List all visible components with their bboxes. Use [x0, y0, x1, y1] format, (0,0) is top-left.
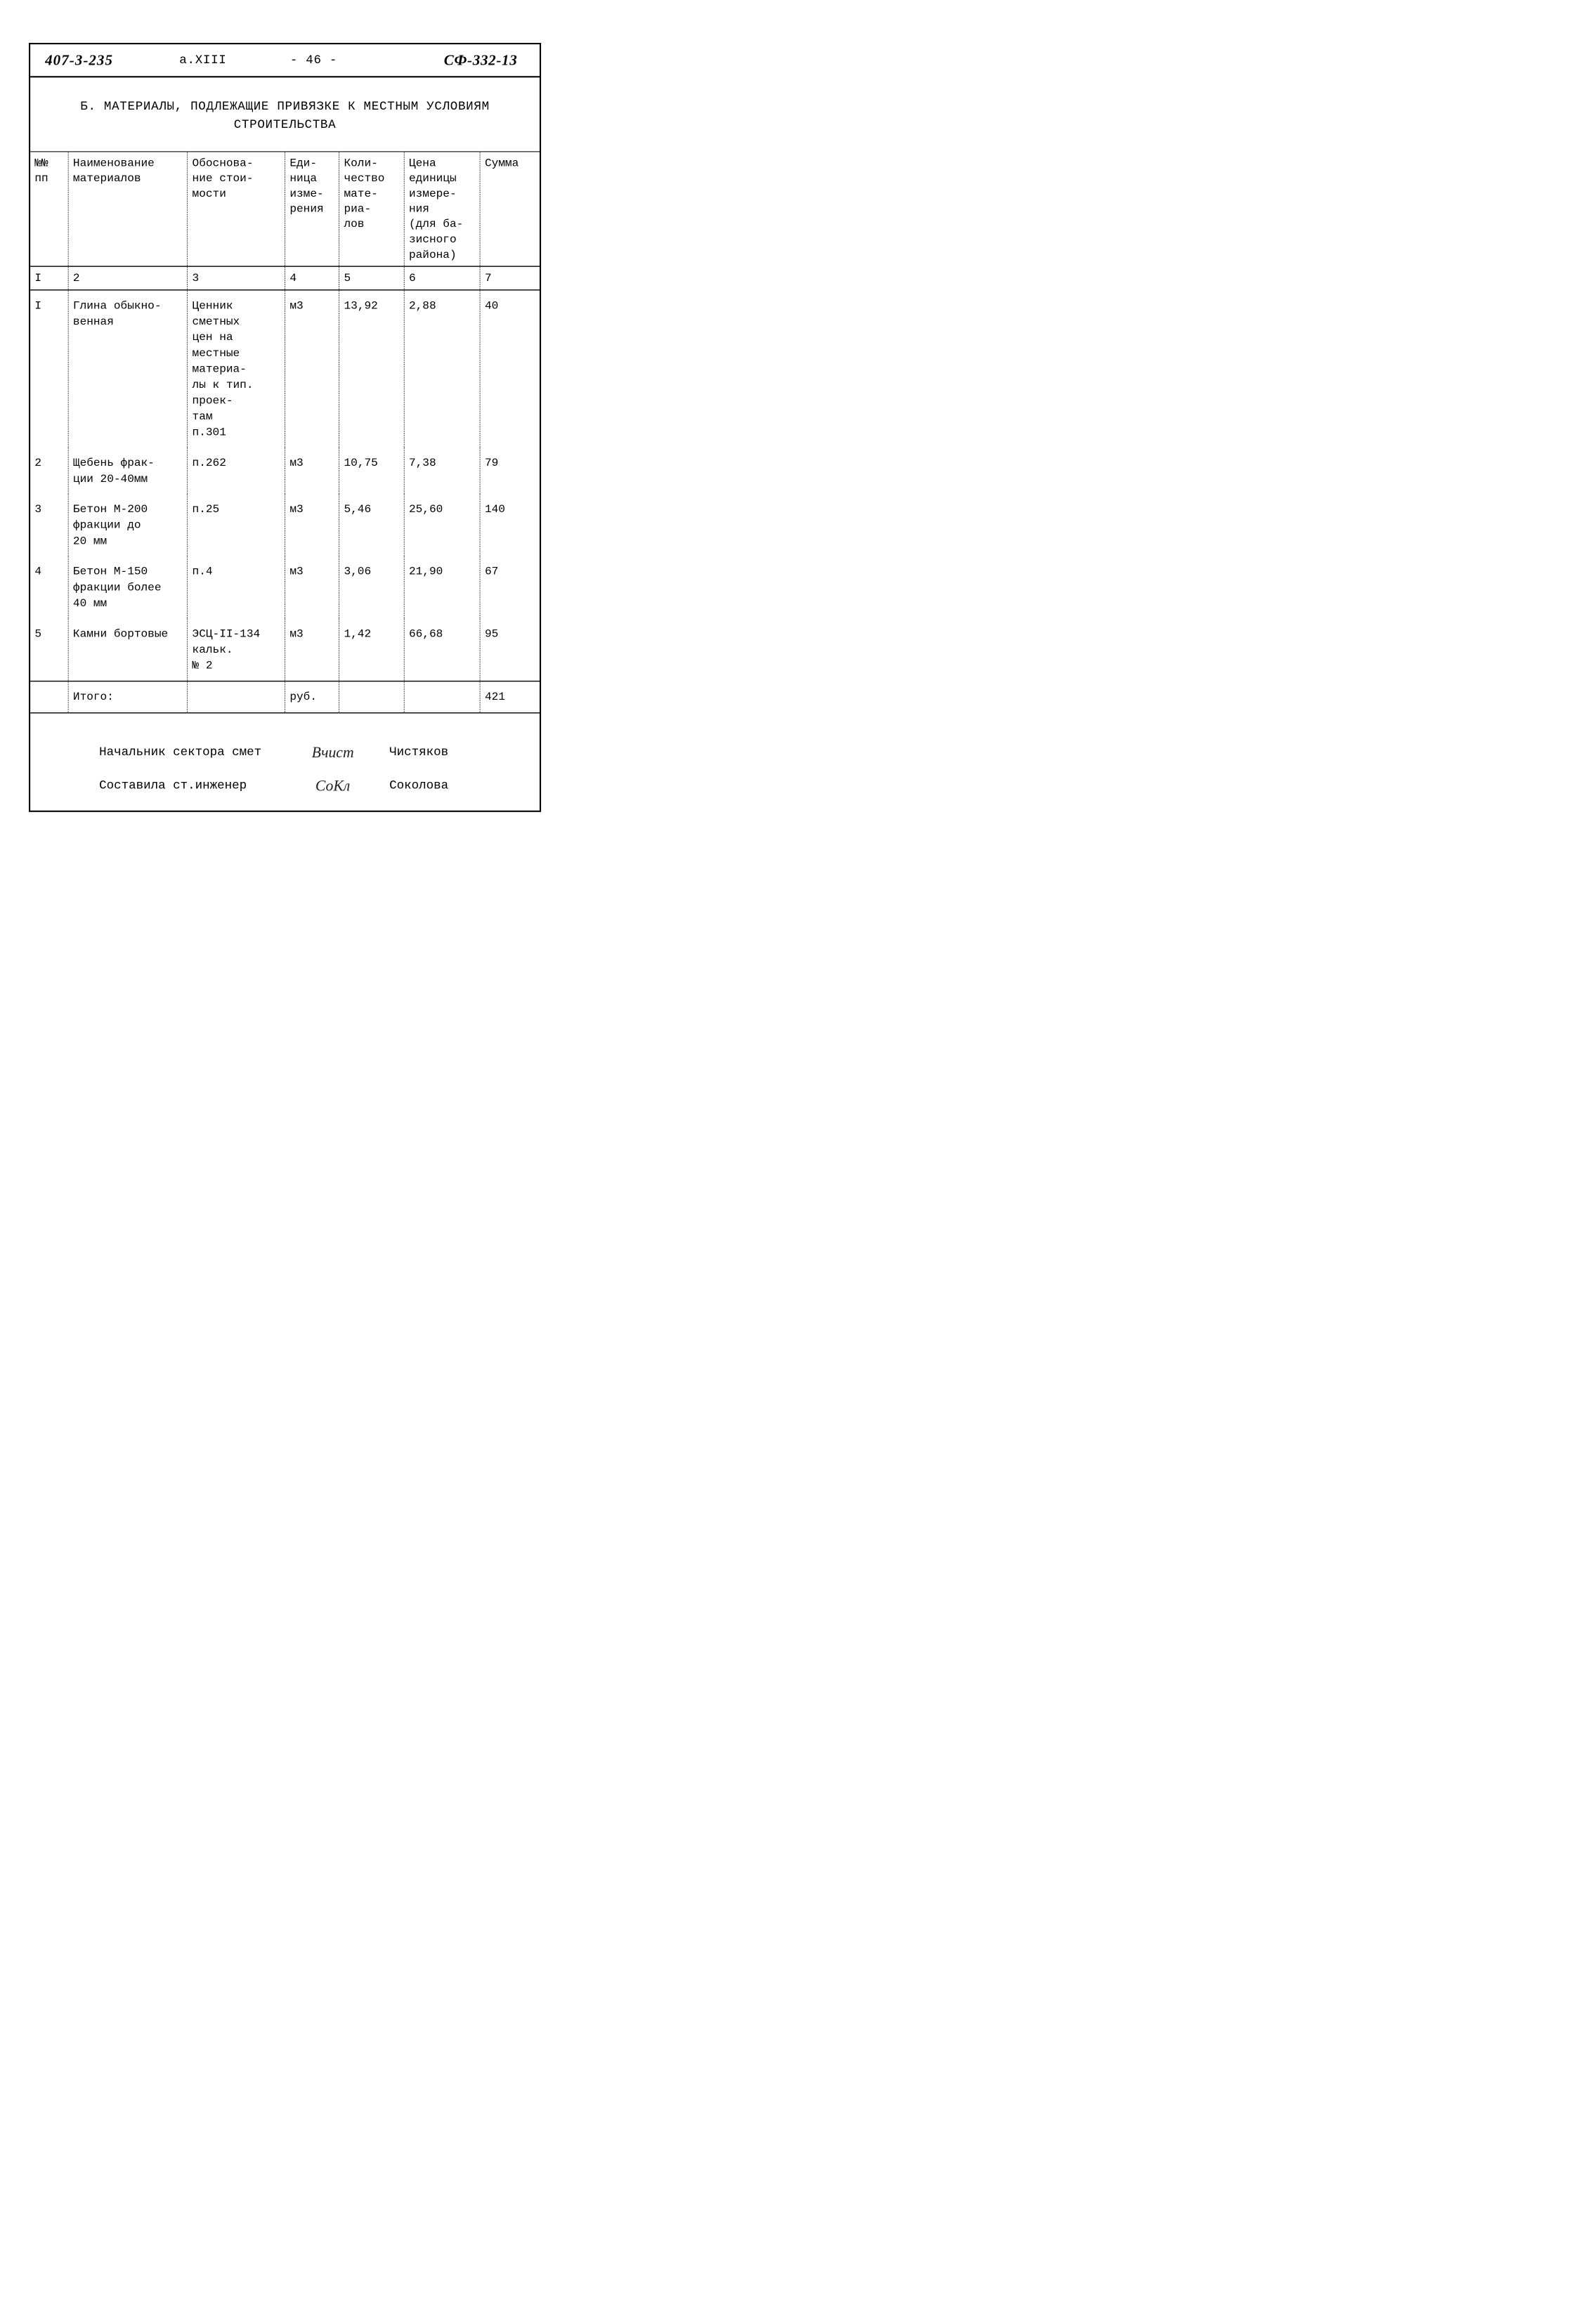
cell-price: 2,88 — [404, 290, 480, 448]
table-total-row: Итого: руб. 421 — [30, 681, 540, 713]
table-row: 5 Камни бортовые ЭСЦ-II-134 кальк. № 2 м… — [30, 618, 540, 681]
total-empty — [339, 681, 405, 713]
section-title: Б. МАТЕРИАЛЫ, ПОДЛЕЖАЩИЕ ПРИВЯЗКЕ К МЕСТ… — [30, 77, 540, 138]
table-colnum-row: I 2 3 4 5 6 7 — [30, 266, 540, 290]
col-header-num: №№ пп — [30, 152, 68, 266]
col-header-sum: Сумма — [480, 152, 540, 266]
table-header-row: №№ пп Наименование материалов Обоснова- … — [30, 152, 540, 266]
signature-name: Чистяков — [389, 739, 505, 766]
col-header-price: Цена единицы измере- ния (для ба- зисног… — [404, 152, 480, 266]
doc-number: 407-3-235 — [45, 52, 179, 69]
page: 407-3-235 а.XIII - 46 - СФ-332-13 Б. МАТ… — [14, 28, 556, 842]
cell-qty: 5,46 — [339, 494, 405, 556]
signature-role: Начальник сектора смет — [99, 739, 276, 766]
signature-role: Составила ст.инженер — [99, 772, 276, 799]
cell-unit: м3 — [285, 494, 339, 556]
cell-price: 7,38 — [404, 448, 480, 494]
cell-unit: м3 — [285, 290, 339, 448]
album-code: а.XIII — [179, 53, 266, 67]
colnum-6: 6 — [404, 266, 480, 290]
signature-line-engineer: Составила ст.инженер СоКл Соколова — [99, 769, 505, 803]
section-title-line1: Б. МАТЕРИАЛЫ, ПОДЛЕЖАЩИЕ ПРИВЯЗКЕ К МЕСТ… — [45, 97, 525, 115]
cell-num: 5 — [30, 618, 68, 681]
page-number: - 46 - — [266, 53, 362, 67]
cell-name: Бетон М-200 фракции до 20 мм — [68, 494, 188, 556]
doc-code: СФ-332-13 — [362, 52, 525, 69]
colnum-2: 2 — [68, 266, 188, 290]
signatures-block: Начальник сектора смет Вчист Чистяков Со… — [30, 713, 540, 812]
cell-unit: м3 — [285, 556, 339, 619]
total-unit: руб. — [285, 681, 339, 713]
cell-qty: 3,06 — [339, 556, 405, 619]
signature-name: Соколова — [389, 772, 505, 799]
colnum-4: 4 — [285, 266, 339, 290]
col-header-basis: Обоснова- ние стои- мости — [188, 152, 285, 266]
cell-sum: 95 — [480, 618, 540, 681]
cell-qty: 10,75 — [339, 448, 405, 494]
cell-name: Камни бортовые — [68, 618, 188, 681]
total-sum: 421 — [480, 681, 540, 713]
table-body: I Глина обыкно- венная Ценник сметных це… — [30, 290, 540, 713]
cell-num: I — [30, 290, 68, 448]
colnum-1: I — [30, 266, 68, 290]
total-empty — [404, 681, 480, 713]
colnum-5: 5 — [339, 266, 405, 290]
col-header-unit: Еди- ница изме- рения — [285, 152, 339, 266]
cell-num: 2 — [30, 448, 68, 494]
document-frame: 407-3-235 а.XIII - 46 - СФ-332-13 Б. МАТ… — [29, 43, 541, 812]
cell-basis: п.262 — [188, 448, 285, 494]
signature-handwriting-icon: СоКл — [281, 769, 384, 803]
cell-name: Бетон М-150 фракции более 40 мм — [68, 556, 188, 619]
cell-num: 3 — [30, 494, 68, 556]
header-row: 407-3-235 а.XIII - 46 - СФ-332-13 — [30, 44, 540, 77]
cell-name: Щебень фрак- ции 20-40мм — [68, 448, 188, 494]
signature-handwriting-icon: Вчист — [281, 736, 384, 769]
total-empty — [30, 681, 68, 713]
table-row: 4 Бетон М-150 фракции более 40 мм п.4 м3… — [30, 556, 540, 619]
total-empty — [188, 681, 285, 713]
cell-sum: 40 — [480, 290, 540, 448]
cell-price: 25,60 — [404, 494, 480, 556]
col-header-qty: Коли- чество мате- риа- лов — [339, 152, 405, 266]
cell-basis: п.25 — [188, 494, 285, 556]
cell-unit: м3 — [285, 448, 339, 494]
cell-basis: Ценник сметных цен на местные материа- л… — [188, 290, 285, 448]
table-row: I Глина обыкно- венная Ценник сметных це… — [30, 290, 540, 448]
cell-name: Глина обыкно- венная — [68, 290, 188, 448]
cell-sum: 79 — [480, 448, 540, 494]
signature-line-chief: Начальник сектора смет Вчист Чистяков — [99, 736, 505, 769]
cell-unit: м3 — [285, 618, 339, 681]
cell-sum: 67 — [480, 556, 540, 619]
cell-basis: п.4 — [188, 556, 285, 619]
table-row: 2 Щебень фрак- ции 20-40мм п.262 м3 10,7… — [30, 448, 540, 494]
total-label: Итого: — [68, 681, 188, 713]
cell-qty: 1,42 — [339, 618, 405, 681]
col-header-name: Наименование материалов — [68, 152, 188, 266]
section-title-line2: СТРОИТЕЛЬСТВА — [45, 116, 525, 134]
cell-qty: 13,92 — [339, 290, 405, 448]
cell-price: 66,68 — [404, 618, 480, 681]
cell-sum: 140 — [480, 494, 540, 556]
materials-table: №№ пп Наименование материалов Обоснова- … — [30, 151, 540, 713]
table-row: 3 Бетон М-200 фракции до 20 мм п.25 м3 5… — [30, 494, 540, 556]
cell-num: 4 — [30, 556, 68, 619]
colnum-3: 3 — [188, 266, 285, 290]
colnum-7: 7 — [480, 266, 540, 290]
cell-basis: ЭСЦ-II-134 кальк. № 2 — [188, 618, 285, 681]
cell-price: 21,90 — [404, 556, 480, 619]
